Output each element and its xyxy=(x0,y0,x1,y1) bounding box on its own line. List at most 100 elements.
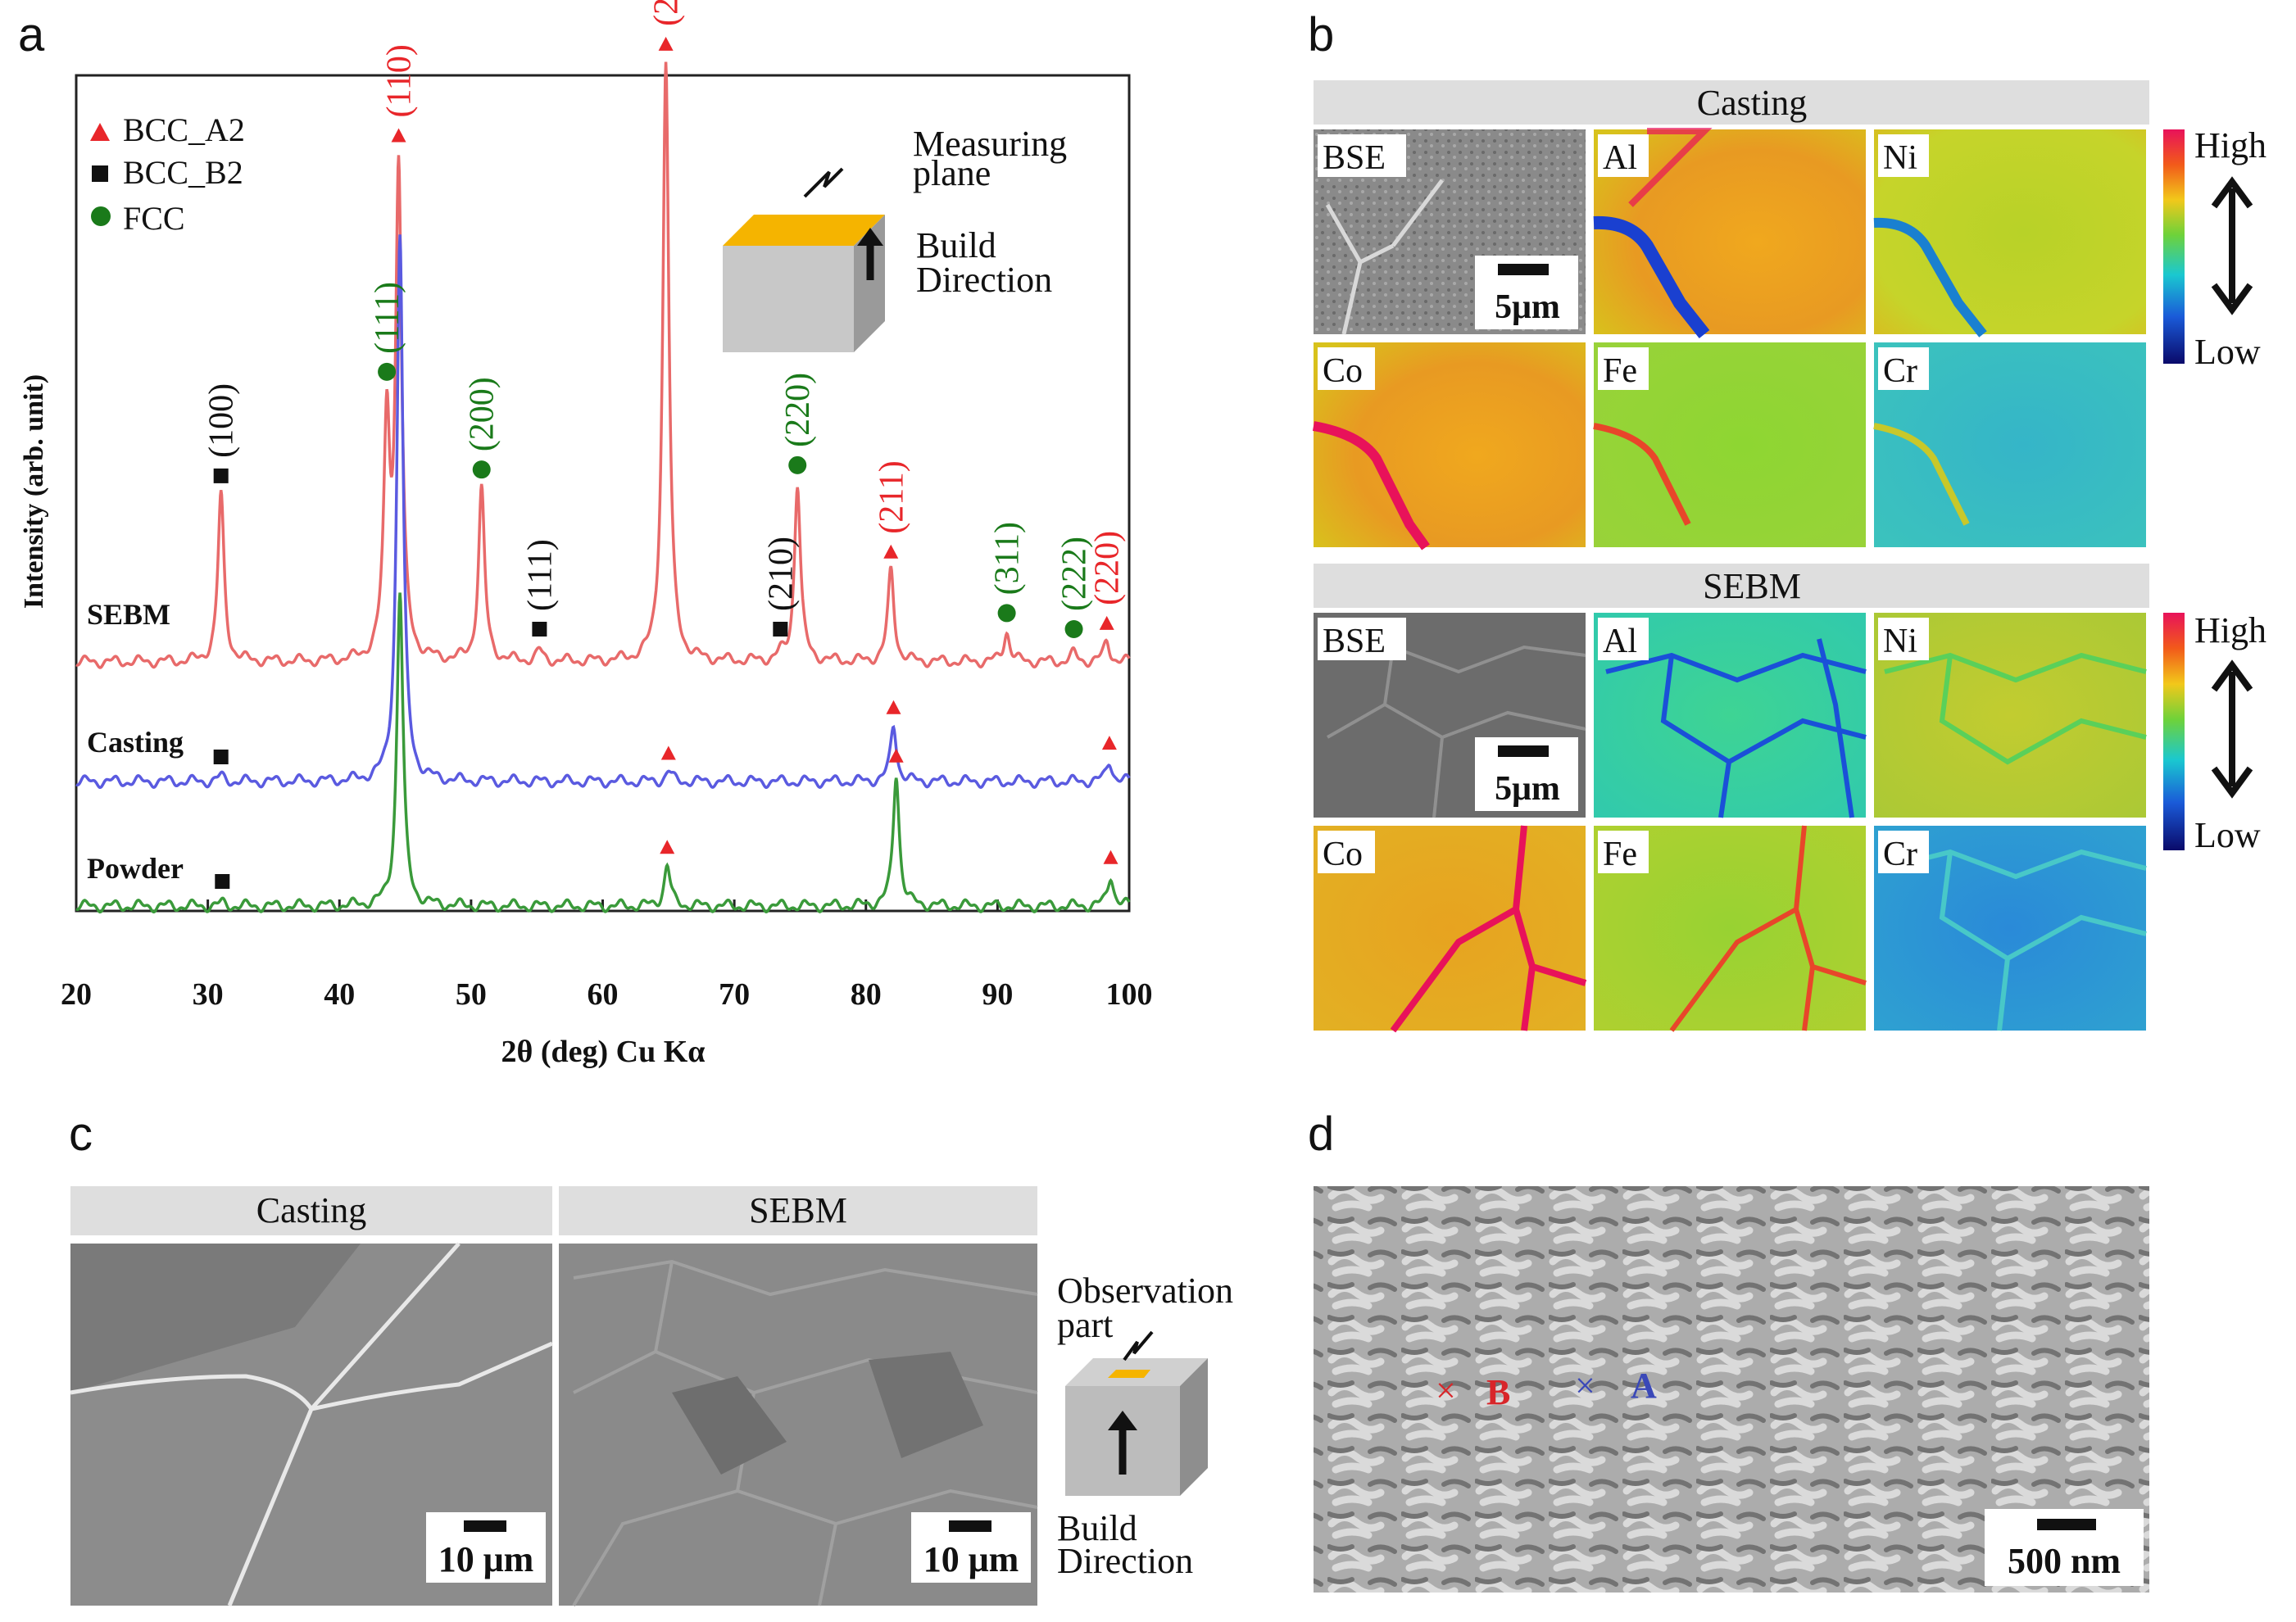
inset-build: Build xyxy=(1057,1508,1137,1548)
panel-c: c Casting SEBM 10 μm 10 μm xyxy=(69,1108,1233,1607)
marker-bcc-b2 xyxy=(213,750,229,764)
marker-bcc-b2 xyxy=(773,622,788,637)
xrd-xticks: 20 30 40 50 60 70 80 90 100 xyxy=(61,899,1153,1012)
peak-annotation: (111) xyxy=(369,282,406,354)
inset-measuring: Measuring xyxy=(913,124,1067,164)
co-enriched-boundary xyxy=(1312,421,1430,550)
series-label-casting: Casting xyxy=(87,726,184,759)
build-arrowhead-icon xyxy=(857,228,883,246)
tile-label: Al xyxy=(1603,139,1637,177)
legend-fcc-label: FCC xyxy=(123,200,185,237)
observation-cube: Observation part Build Direction xyxy=(1057,1271,1233,1581)
marker-bcc-a2 xyxy=(1101,736,1117,750)
colorbar-high: High xyxy=(2194,125,2267,165)
double-arrow-icon xyxy=(2211,659,2253,799)
x-tick-label: 20 xyxy=(61,977,92,1012)
marker-fcc xyxy=(788,455,807,474)
x-tick-label: 50 xyxy=(456,977,487,1012)
ni-depleted-boundary xyxy=(1873,217,1987,338)
sebm-bse-boundaries xyxy=(1318,645,1586,818)
series-line-casting xyxy=(75,234,1131,790)
sem-casting-header xyxy=(70,1186,552,1235)
x-tick-label: 40 xyxy=(324,977,355,1012)
eds-casting-scale-bar: 5μm xyxy=(1475,256,1578,329)
eds-casting-tile-labels: BSE Al Ni Co Fe Cr xyxy=(1318,134,1929,390)
cube-side-face xyxy=(1180,1358,1208,1496)
eds-casting-header xyxy=(1314,80,2149,125)
tile-label: Al xyxy=(1603,623,1637,660)
casting-grain-boundaries xyxy=(70,1242,554,1606)
x-tick-label: 80 xyxy=(851,977,882,1012)
marker-fcc xyxy=(378,362,397,381)
inset-observation: Observation xyxy=(1057,1271,1233,1311)
peak-annotation: (110) xyxy=(381,44,419,117)
inset-direction: Direction xyxy=(916,260,1052,300)
marker-bcc-a2 xyxy=(391,128,406,143)
eds-sebm-title: SEBM xyxy=(1703,566,1801,606)
legend-b2-label: BCC_B2 xyxy=(123,154,243,191)
marker-fcc xyxy=(472,460,491,479)
cr-enriched-boundary xyxy=(1873,423,1970,526)
x-tick-label: 60 xyxy=(588,977,619,1012)
legend-b2-marker xyxy=(92,165,108,182)
eds-sebm-tile-labels: BSE Al Ni Co Fe Cr xyxy=(1318,618,1929,873)
xrd-ylabel: Intensity (arb. unit) xyxy=(19,374,49,609)
peak-annotation: (200) xyxy=(648,0,686,26)
xrd-lines xyxy=(75,61,1131,914)
marker-fcc xyxy=(1064,620,1083,638)
peak-annotation: (210) xyxy=(762,537,800,611)
panel-a: a Intensity (arb. unit) 2θ (deg) Cu Kα 2… xyxy=(18,0,1153,1069)
scale-bar-label: 10 μm xyxy=(438,1539,534,1579)
tile-label: BSE xyxy=(1323,139,1386,177)
grain-shade xyxy=(672,1376,787,1475)
marker-bcc-a2 xyxy=(886,700,901,714)
marker-b-label: B xyxy=(1486,1372,1510,1412)
marker-bcc-a2 xyxy=(660,745,676,760)
scale-bar-label: 5μm xyxy=(1495,288,1560,326)
tile-label: BSE xyxy=(1323,623,1386,660)
tile-label: Fe xyxy=(1603,836,1637,873)
cube-side-face xyxy=(854,215,885,352)
cube-front-face xyxy=(723,246,854,352)
grain-shade xyxy=(869,1352,983,1458)
al-enriched-edge xyxy=(1628,128,1713,207)
tile-label: Ni xyxy=(1883,139,1917,177)
fe-enriched-boundary xyxy=(1593,423,1691,526)
xrd-legend: BCC_A2 BCC_B2 FCC xyxy=(90,111,245,237)
legend-a2-label: BCC_A2 xyxy=(123,111,245,148)
panel-d: d × B × A 500 nm xyxy=(1308,1108,2149,1593)
series-label-powder: Powder xyxy=(87,852,184,885)
marker-bcc-a2 xyxy=(660,840,675,854)
marker-a-cross: × xyxy=(1575,1366,1595,1406)
colorbar-high: High xyxy=(2194,610,2267,650)
panel-label-d: d xyxy=(1308,1108,1334,1161)
legend-fcc-marker xyxy=(91,206,111,226)
marker-a-label: A xyxy=(1631,1366,1657,1406)
marker-bcc-b2 xyxy=(213,468,229,483)
colorbar-casting: High Low xyxy=(2163,125,2267,372)
inset-direction: Direction xyxy=(1057,1541,1193,1581)
sem-sebm-title: SEBM xyxy=(749,1190,847,1230)
double-arrow-icon xyxy=(2211,176,2253,315)
measuring-pointer xyxy=(803,167,844,198)
sem-casting-title: Casting xyxy=(256,1190,366,1230)
tile-label: Ni xyxy=(1883,623,1917,660)
build-arrowhead-icon xyxy=(1108,1411,1137,1430)
sem-sebm-scale-bar: 10 μm xyxy=(911,1512,1031,1583)
peak-annotation: (220) xyxy=(779,373,817,447)
peak-annotation: (311) xyxy=(989,522,1027,595)
tile-label: Fe xyxy=(1603,352,1637,390)
peak-annotation: (220) xyxy=(1089,531,1127,605)
panel-label-a: a xyxy=(18,8,45,61)
x-tick-label: 30 xyxy=(193,977,224,1012)
marker-bcc-a2 xyxy=(888,748,904,763)
tile-label: Cr xyxy=(1883,836,1917,873)
scale-bar-label: 5μm xyxy=(1495,770,1560,808)
grain-shade xyxy=(70,1244,361,1393)
peak-annotation: (211) xyxy=(873,460,910,533)
peak-annotation: (111) xyxy=(521,539,559,611)
sebm-al-boundaries xyxy=(1605,638,1867,818)
scale-bar-label: 10 μm xyxy=(923,1539,1019,1579)
tile-label: Cr xyxy=(1883,352,1917,390)
sem-sebm-header xyxy=(559,1186,1037,1235)
